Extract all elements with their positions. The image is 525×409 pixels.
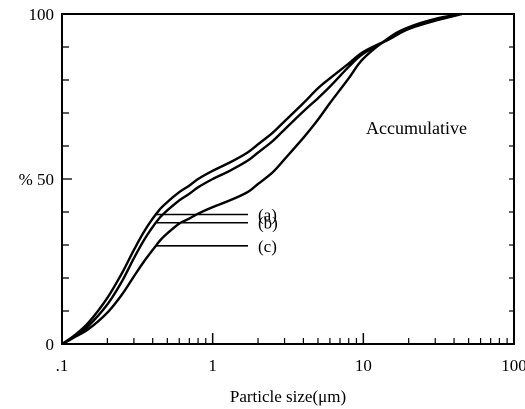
plot-frame <box>61 13 515 345</box>
series-label: (a) <box>258 205 277 224</box>
tick-labels: .1 1 10 100 0 % 50 100 <box>19 5 525 375</box>
y-tick-label: 100 <box>29 5 55 24</box>
y-tick-label: % 50 <box>19 170 54 189</box>
series-label-layer: (a)(b) (c) <box>155 205 278 256</box>
axis-ticks <box>61 46 515 344</box>
x-tick-label: .1 <box>56 356 69 375</box>
annotation-accumulative: Accumulative <box>366 118 467 138</box>
x-tick-label: 1 <box>208 356 217 375</box>
y-tick-label: 0 <box>46 335 55 354</box>
x-tick-label: 100 <box>501 356 525 375</box>
series-line-a <box>61 12 463 345</box>
series-label: (c) <box>258 237 277 256</box>
x-tick-label: 10 <box>355 356 372 375</box>
x-axis-title: Particle size(μm) <box>230 387 346 406</box>
series-line-b <box>61 12 463 346</box>
series-line-c <box>61 12 463 346</box>
series-label: (b) <box>258 214 278 233</box>
series-layer <box>61 12 463 346</box>
